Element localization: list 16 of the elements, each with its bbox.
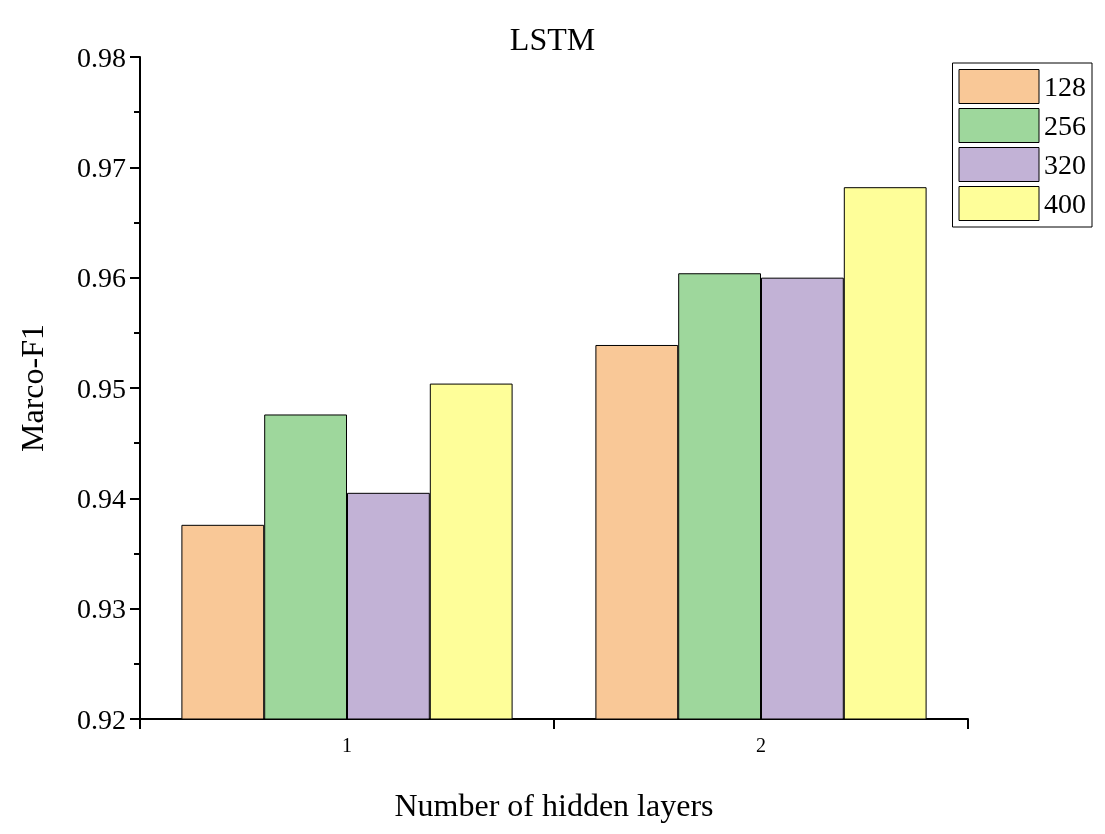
legend-label: 128 [1044, 71, 1086, 102]
legend-label: 320 [1044, 149, 1086, 180]
y-tick-label: 0.94 [77, 482, 126, 514]
chart-title: LSTM [509, 21, 596, 57]
y-tick-label: 0.92 [77, 703, 126, 735]
y-tick-label: 0.93 [77, 593, 126, 625]
y-tick-label: 0.96 [77, 262, 126, 294]
legend-label: 256 [1044, 110, 1086, 141]
y-tick-label: 0.95 [77, 372, 126, 404]
y-axis-title: Marco-F1 [14, 324, 50, 452]
y-tick-label: 0.97 [77, 151, 126, 183]
legend-label: 400 [1044, 188, 1086, 219]
x-tick-label: 2 [756, 734, 766, 756]
y-tick-label: 0.98 [77, 41, 126, 73]
x-axis-title: Number of hidden layers [394, 787, 714, 823]
x-tick-label: 1 [342, 734, 352, 756]
